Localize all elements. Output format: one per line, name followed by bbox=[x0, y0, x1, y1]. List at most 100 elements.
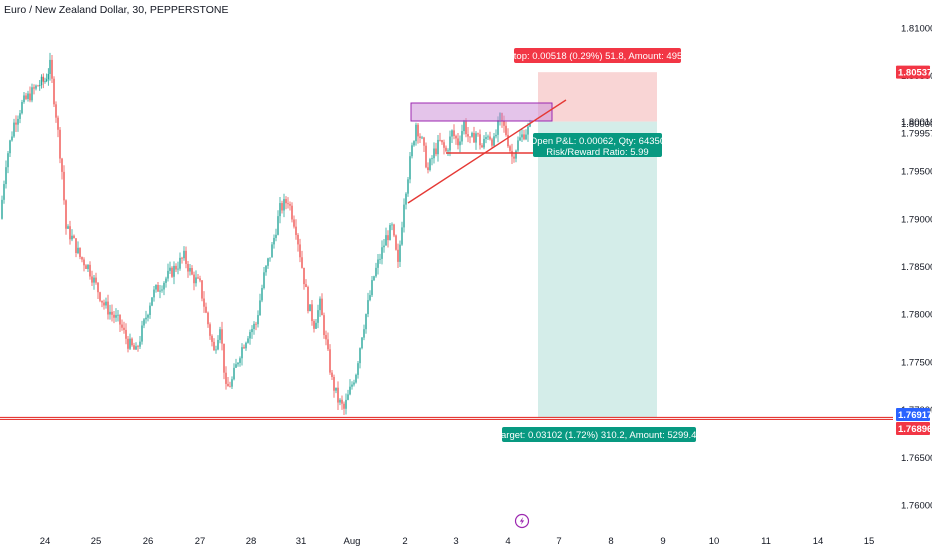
candle bbox=[141, 320, 143, 345]
candle bbox=[40, 74, 43, 89]
candle bbox=[29, 86, 31, 103]
candle bbox=[313, 319, 315, 333]
candle bbox=[337, 381, 339, 411]
resistance-rectangle[interactable] bbox=[410, 102, 553, 122]
position-label-text: Risk/Reward Ratio: 5.99 bbox=[546, 147, 648, 158]
candle bbox=[189, 263, 191, 276]
candle bbox=[59, 127, 61, 164]
candle bbox=[263, 267, 265, 290]
x-tick-label: 25 bbox=[91, 536, 102, 547]
candle bbox=[127, 335, 129, 353]
candle bbox=[373, 275, 375, 282]
candle bbox=[291, 202, 293, 223]
candle bbox=[199, 275, 201, 283]
target-zone[interactable] bbox=[538, 121, 657, 418]
candle bbox=[245, 341, 247, 351]
candle bbox=[89, 261, 91, 280]
candle bbox=[435, 142, 437, 157]
y-tick-label: 1.76000 bbox=[901, 501, 932, 512]
candle bbox=[227, 376, 229, 387]
candle bbox=[495, 129, 497, 139]
candle bbox=[351, 381, 353, 390]
candle bbox=[259, 293, 261, 316]
candle bbox=[11, 131, 13, 142]
candle bbox=[333, 374, 335, 398]
x-tick-label: 15 bbox=[864, 536, 875, 547]
candle bbox=[451, 129, 453, 144]
candle bbox=[457, 133, 459, 150]
hline-price-badge-a: 1.76917 bbox=[896, 408, 932, 422]
candle bbox=[415, 122, 417, 146]
candle bbox=[505, 121, 507, 137]
x-tick-label: 24 bbox=[40, 536, 51, 547]
candle bbox=[187, 260, 189, 278]
candle bbox=[491, 137, 493, 148]
candle bbox=[233, 363, 235, 381]
candle bbox=[423, 136, 425, 153]
candle bbox=[407, 176, 409, 197]
candle bbox=[151, 297, 153, 307]
candle bbox=[323, 312, 325, 339]
candle bbox=[47, 68, 50, 86]
candle bbox=[193, 271, 195, 291]
pnl-label[interactable]: Open P&L: 0.00062, Qty: 64350Risk/Reward… bbox=[530, 133, 665, 158]
candle bbox=[271, 241, 273, 258]
candle bbox=[521, 128, 523, 142]
position-zones bbox=[538, 72, 657, 418]
candle bbox=[303, 267, 305, 290]
candle bbox=[395, 234, 397, 251]
candle bbox=[287, 197, 289, 209]
candle bbox=[247, 335, 249, 344]
lightning-icon[interactable] bbox=[514, 513, 530, 529]
candle bbox=[489, 131, 491, 141]
candle bbox=[39, 80, 41, 91]
candle bbox=[117, 309, 119, 322]
candle bbox=[197, 274, 199, 279]
candle bbox=[519, 130, 521, 142]
x-tick-label: Aug bbox=[344, 536, 361, 547]
stop-label[interactable]: Stop: 0.00518 (0.29%) 51.8, Amount: 4950 bbox=[507, 48, 688, 63]
horizontal-lines bbox=[0, 416, 893, 421]
candle bbox=[135, 342, 137, 350]
candle bbox=[23, 92, 25, 104]
stop-zone[interactable] bbox=[538, 72, 657, 122]
candle bbox=[235, 358, 237, 368]
candle bbox=[103, 299, 105, 310]
candle bbox=[523, 129, 525, 141]
candle bbox=[307, 285, 309, 314]
candle bbox=[427, 162, 429, 174]
candle bbox=[91, 270, 93, 287]
candle bbox=[493, 132, 495, 147]
candle bbox=[225, 366, 227, 390]
candle bbox=[105, 297, 107, 309]
candle bbox=[441, 139, 443, 145]
candle bbox=[485, 131, 487, 144]
candle bbox=[137, 344, 139, 352]
rising-trendline[interactable] bbox=[407, 99, 567, 204]
candle bbox=[231, 376, 233, 389]
candle bbox=[445, 145, 447, 153]
x-tick-label: 28 bbox=[246, 536, 257, 547]
y-tick-label: 1.76500 bbox=[901, 453, 932, 464]
candle bbox=[9, 139, 11, 158]
candle bbox=[385, 227, 387, 246]
candle bbox=[213, 338, 215, 351]
candle bbox=[175, 263, 177, 272]
candle bbox=[377, 254, 379, 275]
candle bbox=[279, 196, 281, 224]
target-label[interactable]: Target: 0.03102 (1.72%) 310.2, Amount: 5… bbox=[496, 427, 702, 442]
candle bbox=[277, 210, 279, 236]
candle bbox=[257, 310, 259, 328]
candle bbox=[375, 262, 377, 278]
candle bbox=[165, 276, 167, 288]
candle bbox=[527, 122, 529, 142]
candle bbox=[329, 344, 331, 375]
candle bbox=[139, 335, 141, 350]
candle bbox=[285, 196, 287, 210]
candle bbox=[35, 84, 37, 91]
candle bbox=[361, 337, 363, 350]
candle bbox=[45, 73, 48, 83]
candle bbox=[477, 132, 479, 137]
